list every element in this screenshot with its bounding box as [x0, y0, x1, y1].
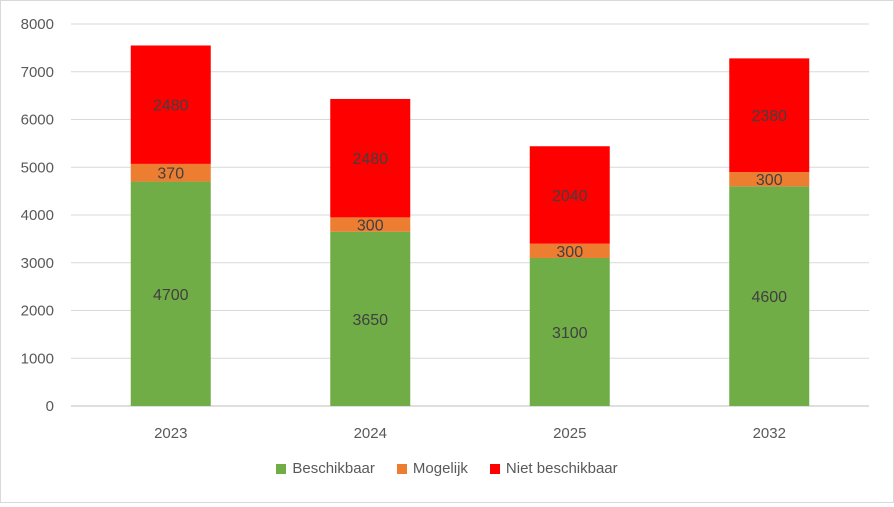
y-tick-label-7000: 7000	[21, 64, 54, 81]
bar-2024-mogelijk	[330, 217, 411, 232]
bar-2032-mogelijk	[729, 172, 810, 187]
x-tick-label-2032: 2032	[753, 425, 786, 442]
legend-swatch-niet-beschikbaar	[489, 463, 500, 474]
y-tick-label-2000: 2000	[21, 303, 54, 320]
legend-label-beschikbaar: Beschikbaar	[292, 460, 375, 477]
y-tick-label-0: 0	[46, 398, 54, 415]
bar-2024-niet-beschikbaar	[330, 98, 411, 218]
data-label-2032-mogelijk: 300	[756, 172, 783, 189]
y-tick-label-1000: 1000	[21, 350, 54, 367]
data-label-2024-beschikbaar: 3650	[352, 312, 388, 329]
data-label-2025-beschikbaar: 3100	[552, 325, 588, 342]
y-tick-label-6000: 6000	[21, 112, 54, 129]
y-tick-label-3000: 3000	[21, 255, 54, 272]
data-label-2023-niet-beschikbaar: 2480	[153, 98, 189, 115]
x-tick-label-2023: 2023	[154, 425, 187, 442]
bar-2023-niet-beschikbaar	[130, 45, 211, 164]
data-label-2024-mogelijk: 300	[357, 218, 384, 235]
data-label-2032-beschikbaar: 4600	[751, 289, 787, 306]
legend-label-mogelijk: Mogelijk	[412, 460, 468, 477]
bar-2025-beschikbaar	[529, 257, 610, 406]
x-tick-label-2024: 2024	[354, 425, 387, 442]
bar-2032-niet-beschikbaar	[729, 58, 810, 173]
data-label-2023-beschikbaar: 4700	[153, 287, 189, 304]
y-tick-label-4000: 4000	[21, 207, 54, 224]
data-label-2025-mogelijk: 300	[556, 244, 583, 261]
legend-item-mogelijk: Mogelijk	[396, 460, 468, 477]
legend-label-niet-beschikbaar: Niet beschikbaar	[505, 460, 618, 477]
legend-item-niet-beschikbaar: Niet beschikbaar	[489, 460, 618, 477]
bar-2025-niet-beschikbaar	[529, 146, 610, 244]
y-tick-label-5000: 5000	[21, 159, 54, 176]
bar-2023-beschikbaar	[130, 181, 211, 406]
chart-legend: Beschikbaar Mogelijk Niet beschikbaar	[1, 460, 893, 477]
bar-2023-mogelijk	[130, 163, 211, 182]
bar-2024-beschikbaar	[330, 231, 411, 406]
data-label-2024-niet-beschikbaar: 2480	[352, 151, 388, 168]
x-tick-label-2025: 2025	[553, 425, 586, 442]
bar-2025-mogelijk	[529, 243, 610, 258]
y-tick-label-8000: 8000	[21, 16, 54, 33]
data-label-2023-mogelijk: 370	[157, 166, 184, 183]
legend-swatch-beschikbaar	[276, 463, 287, 474]
bar-2032-beschikbaar	[729, 186, 810, 406]
legend-item-beschikbaar: Beschikbaar	[276, 460, 375, 477]
data-label-2032-niet-beschikbaar: 2380	[751, 108, 787, 125]
data-label-2025-niet-beschikbaar: 2040	[552, 188, 588, 205]
legend-swatch-mogelijk	[396, 463, 407, 474]
